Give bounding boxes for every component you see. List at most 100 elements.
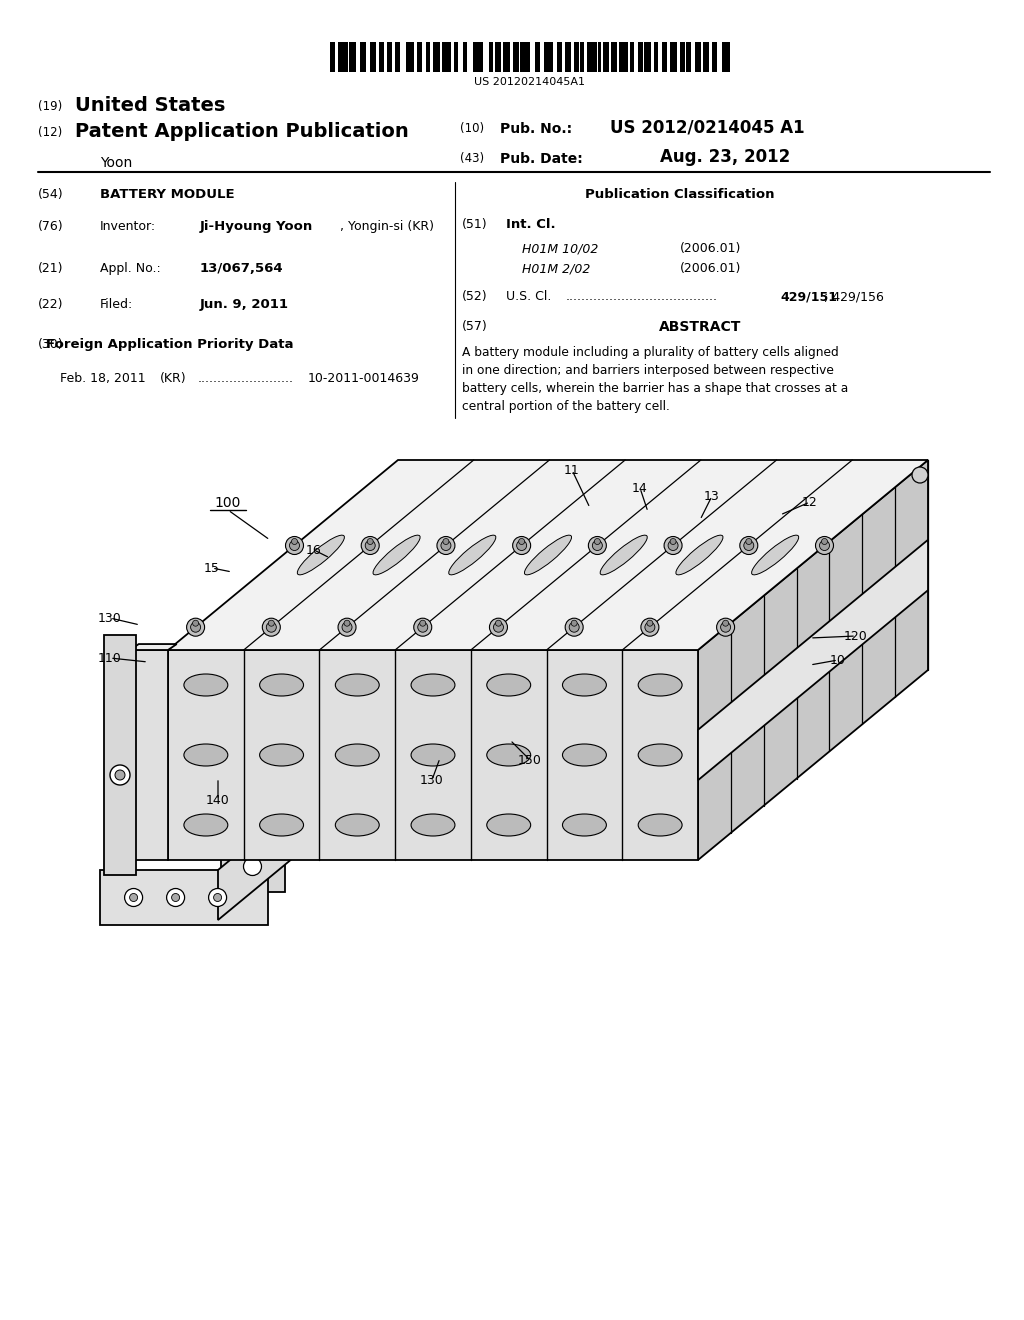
Polygon shape (647, 42, 650, 73)
Polygon shape (588, 42, 591, 73)
Text: 11: 11 (564, 463, 580, 477)
Text: 130: 130 (98, 611, 122, 624)
Polygon shape (513, 42, 515, 73)
Polygon shape (656, 42, 658, 73)
Polygon shape (379, 42, 382, 73)
Ellipse shape (562, 675, 606, 696)
Circle shape (437, 536, 455, 554)
Polygon shape (349, 42, 354, 73)
Polygon shape (582, 42, 584, 73)
Circle shape (110, 766, 130, 785)
Text: 14: 14 (632, 482, 648, 495)
Text: H01M 10/02: H01M 10/02 (522, 242, 598, 255)
Text: Jun. 9, 2011: Jun. 9, 2011 (200, 298, 289, 312)
Text: Foreign Application Priority Data: Foreign Application Priority Data (46, 338, 294, 351)
Circle shape (125, 888, 142, 907)
Polygon shape (344, 42, 348, 73)
Polygon shape (426, 42, 427, 73)
Text: BATTERY MODULE: BATTERY MODULE (100, 187, 234, 201)
Polygon shape (457, 42, 458, 73)
Polygon shape (633, 42, 635, 73)
Text: H01M 2/02: H01M 2/02 (522, 261, 591, 275)
Circle shape (209, 888, 226, 907)
Polygon shape (339, 42, 344, 73)
Circle shape (589, 536, 606, 554)
Circle shape (494, 622, 504, 632)
Circle shape (190, 622, 201, 632)
Circle shape (739, 536, 758, 554)
Circle shape (571, 620, 578, 626)
Text: Pub. No.:: Pub. No.: (500, 121, 572, 136)
Circle shape (670, 539, 676, 544)
Polygon shape (535, 42, 538, 73)
Ellipse shape (486, 744, 530, 766)
Polygon shape (581, 42, 582, 73)
Polygon shape (354, 42, 356, 73)
Ellipse shape (449, 535, 496, 574)
Polygon shape (680, 42, 681, 73)
Polygon shape (382, 42, 384, 73)
Polygon shape (478, 42, 483, 73)
Ellipse shape (486, 675, 530, 696)
Ellipse shape (373, 535, 420, 574)
Polygon shape (360, 42, 364, 73)
Text: 110: 110 (98, 652, 122, 664)
Polygon shape (374, 42, 376, 73)
Ellipse shape (676, 535, 723, 574)
Circle shape (641, 618, 658, 636)
Polygon shape (130, 644, 177, 649)
Polygon shape (387, 42, 389, 73)
Text: ......................................: ...................................... (566, 290, 718, 304)
Ellipse shape (752, 535, 799, 574)
Circle shape (815, 536, 834, 554)
Polygon shape (492, 42, 494, 73)
Circle shape (441, 540, 451, 550)
Polygon shape (638, 42, 641, 73)
Ellipse shape (297, 535, 344, 574)
Polygon shape (703, 42, 706, 73)
Text: (12): (12) (38, 125, 62, 139)
Polygon shape (641, 42, 643, 73)
Circle shape (244, 858, 261, 875)
Text: 100: 100 (215, 496, 242, 510)
Ellipse shape (524, 535, 571, 574)
Polygon shape (560, 42, 562, 73)
Polygon shape (722, 42, 728, 73)
Circle shape (723, 620, 729, 626)
Text: (30): (30) (38, 338, 63, 351)
Circle shape (645, 622, 655, 632)
Circle shape (193, 620, 199, 626)
Ellipse shape (638, 744, 682, 766)
Polygon shape (495, 42, 498, 73)
Text: 15: 15 (204, 561, 220, 574)
Text: (19): (19) (38, 100, 62, 114)
Circle shape (172, 894, 179, 902)
Polygon shape (520, 42, 525, 73)
Text: Feb. 18, 2011: Feb. 18, 2011 (60, 372, 145, 385)
Circle shape (594, 539, 600, 544)
Circle shape (743, 540, 754, 550)
Text: 16: 16 (306, 544, 322, 557)
Circle shape (167, 888, 184, 907)
Ellipse shape (411, 814, 455, 836)
Polygon shape (100, 870, 268, 925)
Polygon shape (623, 42, 629, 73)
Polygon shape (573, 42, 575, 73)
Text: U.S. Cl.: U.S. Cl. (506, 290, 551, 304)
Ellipse shape (184, 744, 227, 766)
Circle shape (745, 539, 752, 544)
Circle shape (518, 539, 524, 544)
Polygon shape (364, 42, 367, 73)
Polygon shape (427, 42, 430, 73)
Text: US 20120214045A1: US 20120214045A1 (474, 77, 586, 87)
Text: (57): (57) (462, 319, 487, 333)
Polygon shape (463, 42, 466, 73)
Polygon shape (417, 42, 420, 73)
Polygon shape (603, 42, 605, 73)
Circle shape (565, 618, 584, 636)
Text: battery cells, wherein the barrier has a shape that crosses at a: battery cells, wherein the barrier has a… (462, 381, 848, 395)
Polygon shape (330, 42, 336, 73)
Polygon shape (515, 42, 519, 73)
Polygon shape (714, 42, 717, 73)
Text: A battery module including a plurality of battery cells aligned: A battery module including a plurality o… (462, 346, 839, 359)
